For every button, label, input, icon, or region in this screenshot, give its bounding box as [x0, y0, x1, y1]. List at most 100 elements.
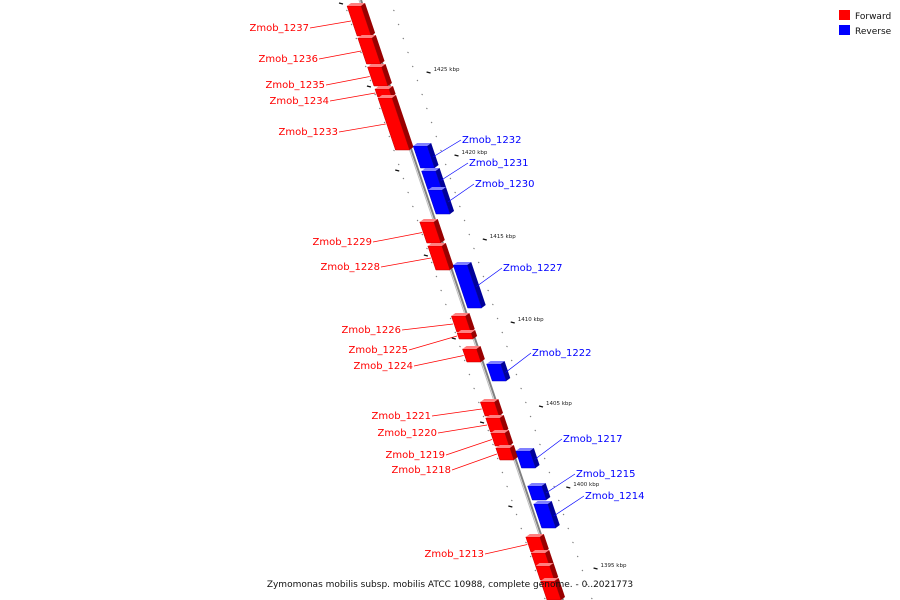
gene-zmob_1224-block — [462, 346, 485, 363]
tick-mark: 1420 kbp — [454, 150, 488, 157]
gene-label-group: Zmob_1232 — [432, 135, 522, 158]
guide-dot — [487, 289, 489, 292]
guide-dot — [407, 191, 409, 194]
gene-label: Zmob_1237 — [249, 23, 309, 34]
guide-dot — [346, 9, 348, 12]
gene-label-group: Zmob_1224 — [353, 355, 464, 372]
tick-mark: 1400 kbp — [566, 482, 600, 489]
gene-label-group: Zmob_1231 — [440, 158, 529, 181]
gene-block-continued — [530, 550, 554, 567]
guide-dot — [416, 79, 419, 82]
guide-dot — [411, 205, 414, 208]
legend-swatch-forward — [839, 10, 850, 20]
guide-dot — [529, 555, 532, 558]
guide-dot — [534, 569, 537, 572]
guide-dot — [553, 485, 555, 488]
guide-dot — [360, 51, 362, 54]
guide-dot — [411, 65, 414, 68]
guide-dot — [421, 233, 424, 236]
tick-label: 1415 kbp — [490, 234, 516, 240]
gene-label-group: Zmob_1227 — [476, 263, 563, 287]
gene-label-group: Zmob_1235 — [265, 76, 370, 91]
guide-dot — [449, 177, 452, 180]
gene-label: Zmob_1232 — [462, 135, 522, 146]
gene-zmob_1226-block — [451, 313, 475, 333]
guide-dot — [463, 219, 466, 222]
guide-dot — [430, 121, 433, 124]
guide-dot — [473, 387, 475, 390]
guide-dot — [539, 443, 541, 446]
gene-block-continued — [535, 563, 559, 581]
guide-dot — [416, 219, 419, 222]
guide-dot — [393, 149, 395, 152]
gene-zmob_1233-block — [377, 95, 414, 151]
gene-label-group: Zmob_1233 — [278, 123, 386, 138]
gene-zmob_1235-block — [367, 64, 392, 87]
gene-label-group: Zmob_1225 — [348, 335, 458, 356]
gene-label: Zmob_1217 — [563, 434, 623, 445]
gene-zmob_1225-block — [456, 330, 478, 340]
guide-dot — [520, 527, 523, 530]
gene-zmob_1232-block — [412, 143, 439, 169]
gene-label: Zmob_1220 — [377, 428, 437, 439]
gene-label: Zmob_1233 — [278, 127, 338, 138]
gene-label: Zmob_1225 — [348, 345, 408, 356]
guide-dot — [520, 387, 522, 390]
gene-layer — [346, 3, 565, 600]
guide-dot — [515, 373, 518, 376]
guide-dot — [557, 499, 560, 502]
minor-tick — [395, 169, 400, 172]
gene-label: Zmob_1230 — [475, 179, 535, 190]
guide-dot — [458, 205, 461, 208]
gene-label: Zmob_1213 — [424, 549, 484, 560]
gene-label: Zmob_1214 — [585, 491, 645, 502]
guide-dot — [492, 443, 494, 446]
gene-label-group: Zmob_1222 — [505, 348, 592, 373]
gene-label-group: Zmob_1229 — [312, 232, 423, 248]
guide-dot — [524, 401, 527, 404]
guide-dot — [407, 51, 409, 54]
guide-dot — [444, 163, 447, 166]
gene-zmob_1213-block — [525, 534, 549, 553]
guide-dot — [435, 275, 438, 278]
guide-dot — [402, 37, 405, 40]
gene-label: Zmob_1224 — [353, 361, 413, 372]
guide-dot — [506, 345, 508, 348]
gene-zmob_1231-block — [421, 168, 446, 191]
gene-label-group: Zmob_1219 — [385, 439, 493, 461]
guide-dot — [586, 583, 588, 586]
guide-dot — [539, 583, 541, 586]
gene-label-group: Zmob_1220 — [377, 424, 488, 439]
guide-dot — [388, 135, 391, 138]
guide-dot — [501, 471, 504, 474]
legend: Forward Reverse — [839, 10, 892, 37]
gene-label: Zmob_1235 — [265, 80, 325, 91]
gene-label-group: Zmob_1230 — [447, 179, 535, 203]
tick-mark: 1410 kbp — [510, 317, 544, 324]
gene-zmob_1230-block — [427, 187, 455, 215]
tick-label: 1395 kbp — [601, 563, 627, 569]
gene-zmob_1218-block — [495, 445, 518, 461]
guide-dot — [506, 485, 508, 488]
tick-mark: 1415 kbp — [482, 234, 516, 241]
guide-dot — [543, 597, 546, 600]
gene-label: Zmob_1228 — [320, 262, 380, 273]
gene-label-group: Zmob_1218 — [391, 453, 497, 476]
gene-label: Zmob_1221 — [371, 411, 431, 422]
guide-dot — [430, 261, 433, 264]
guide-dot — [454, 331, 457, 334]
guide-dot — [459, 345, 461, 348]
gene-zmob_1215-block — [527, 483, 551, 501]
minor-tick — [423, 254, 429, 257]
gene-zmob_1227-block — [452, 262, 486, 309]
tick-label: 1425 kbp — [434, 67, 460, 73]
guide-dot — [487, 429, 490, 432]
gene-zmob_1237-block — [346, 3, 376, 37]
gene-label: Zmob_1236 — [258, 54, 318, 65]
gene-label-group: Zmob_1215 — [545, 469, 636, 494]
guide-dot — [510, 499, 513, 502]
guide-dot — [576, 555, 579, 558]
gene-label-group: Zmob_1226 — [341, 323, 454, 336]
tick-mark: 1405 kbp — [538, 401, 572, 408]
gene-zmob_1229-block — [419, 219, 445, 244]
